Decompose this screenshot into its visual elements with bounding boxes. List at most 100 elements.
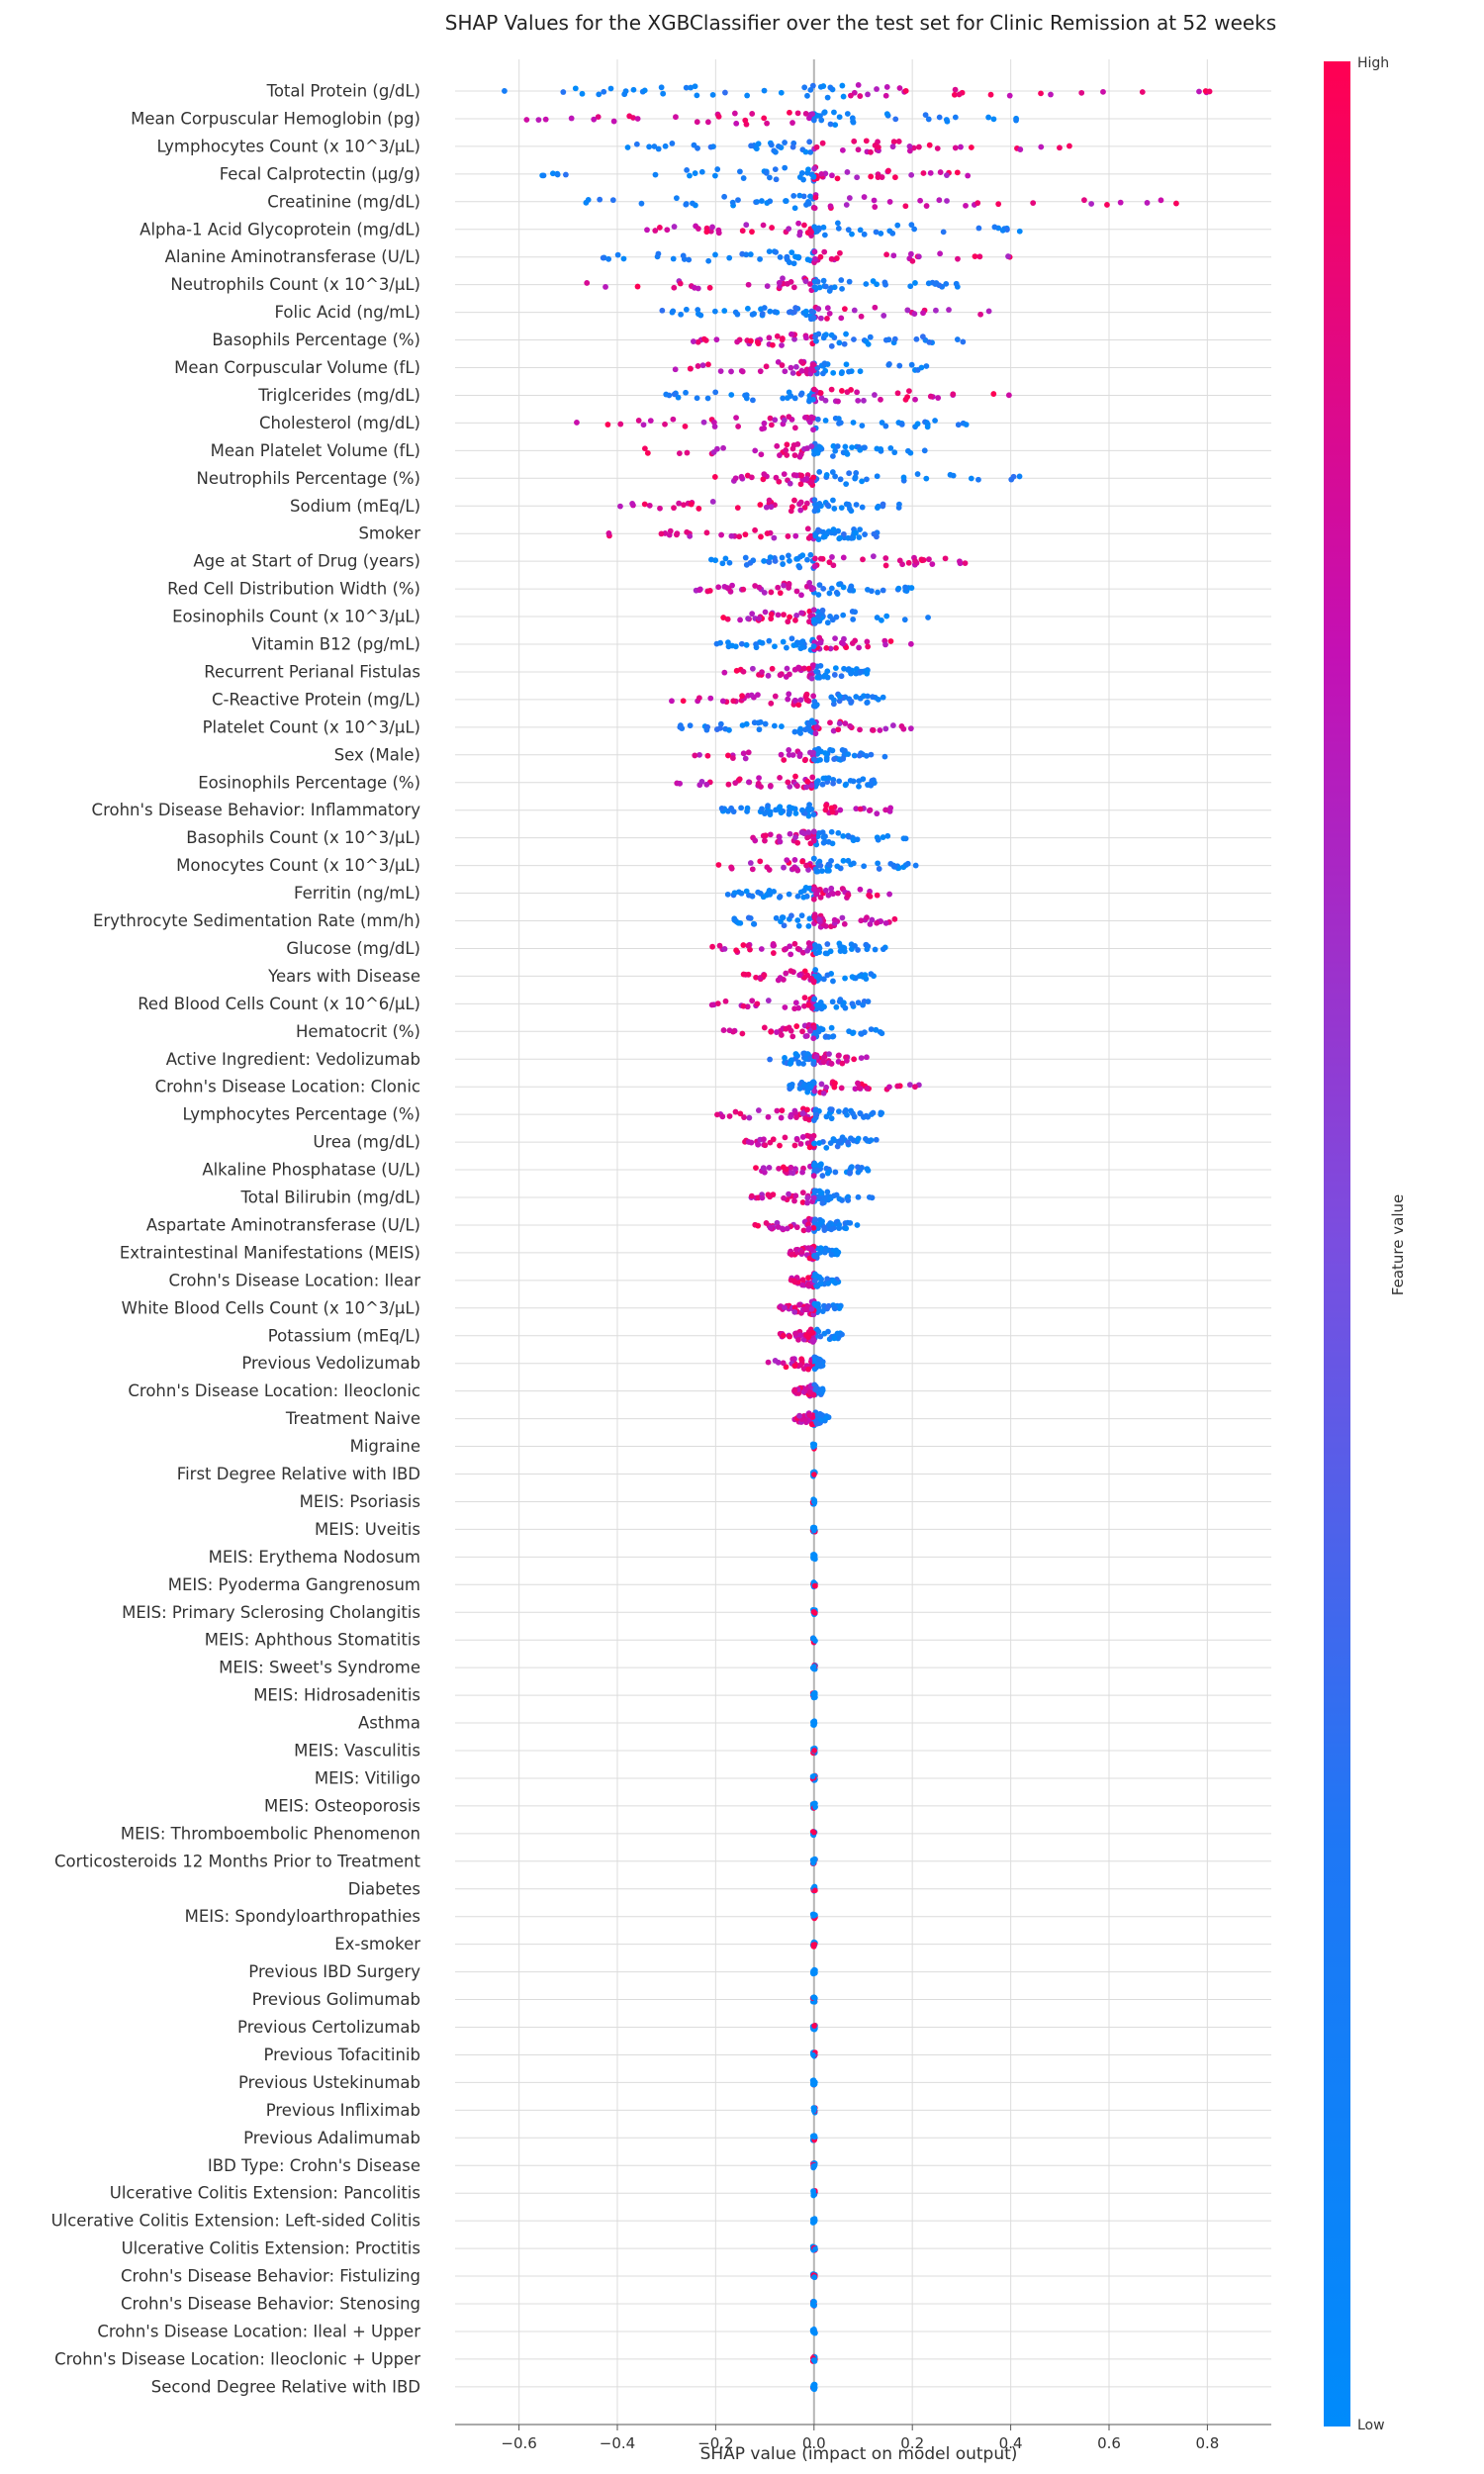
shap-point — [787, 671, 792, 678]
feature-label: Previous Tofacitinib — [264, 2046, 421, 2064]
shap-point — [900, 474, 907, 481]
shap-point — [767, 554, 774, 561]
shap-point — [600, 254, 606, 261]
shap-point — [808, 443, 815, 449]
shap-point — [817, 1281, 824, 1287]
shap-point — [821, 1249, 828, 1256]
shap-point — [843, 1225, 850, 1232]
shap-point — [810, 1173, 817, 1180]
shap-point — [954, 169, 961, 176]
shap-point — [797, 730, 803, 736]
shap-point — [745, 1139, 752, 1145]
shap-point — [811, 165, 818, 172]
shap-point — [875, 143, 881, 150]
shap-point — [950, 472, 957, 479]
shap-point — [809, 1773, 816, 1779]
shap-point — [841, 340, 848, 347]
shap-point — [799, 1189, 806, 1196]
shap-point — [802, 148, 809, 155]
shap-point — [804, 1199, 810, 1206]
shap-point — [768, 611, 775, 618]
shap-point — [779, 554, 786, 561]
shap-point — [655, 145, 662, 152]
shap-point — [953, 280, 960, 287]
shap-point — [845, 227, 852, 234]
shap-point — [843, 481, 850, 488]
shap-point — [868, 751, 875, 758]
shap-point — [838, 673, 845, 680]
shap-point — [854, 1222, 861, 1228]
shap-point — [785, 533, 791, 539]
shap-point — [724, 891, 731, 898]
shap-point — [721, 945, 728, 952]
shap-point — [811, 2133, 818, 2140]
shap-point — [987, 91, 994, 98]
shap-point — [700, 419, 707, 426]
shap-point — [999, 227, 1006, 234]
shap-point — [990, 391, 997, 397]
shap-point — [843, 1107, 849, 1113]
shap-point — [722, 89, 728, 96]
shap-point — [714, 166, 721, 172]
shap-point — [805, 1225, 812, 1232]
shap-point — [800, 176, 806, 183]
shap-point — [785, 696, 791, 703]
shap-point — [704, 395, 711, 402]
colorbar-low-label: Low — [1357, 2418, 1385, 2433]
shap-point — [835, 890, 841, 897]
shap-point — [828, 1106, 835, 1113]
shap-point — [812, 1969, 818, 1976]
shap-point — [809, 1441, 816, 1448]
shap-point — [792, 698, 799, 704]
shap-point — [770, 942, 777, 949]
shap-point — [790, 642, 797, 649]
shap-point — [821, 1003, 827, 1010]
shap-point — [805, 665, 812, 672]
feature-label: Basophils Count (x 10^3/μL) — [186, 828, 420, 847]
shap-point — [709, 91, 716, 98]
shap-point — [762, 1142, 769, 1149]
shap-point — [756, 616, 763, 621]
shap-point — [870, 694, 876, 701]
shap-point — [787, 109, 792, 116]
shap-point — [836, 1195, 843, 1202]
shap-point — [799, 1110, 806, 1117]
shap-point — [817, 1162, 823, 1169]
shap-point — [683, 389, 689, 396]
shap-point — [815, 973, 822, 980]
shap-point — [895, 585, 902, 592]
shap-point — [909, 257, 916, 264]
shap-point — [715, 862, 722, 868]
feature-label: Glucose (mg/dL) — [286, 939, 420, 958]
shap-point — [958, 143, 964, 150]
feature-label: Previous IBD Surgery — [248, 1962, 420, 1981]
shap-point — [808, 782, 815, 789]
shap-point — [834, 443, 841, 449]
shap-point — [830, 727, 837, 734]
shap-point — [601, 88, 607, 95]
shap-point — [821, 248, 828, 255]
shap-point — [759, 198, 765, 204]
shap-point — [833, 255, 840, 261]
shap-point — [851, 752, 858, 759]
shap-point — [742, 755, 749, 762]
shap-point — [783, 946, 789, 952]
shap-point — [908, 361, 915, 368]
shap-point — [927, 169, 934, 176]
shap-point — [739, 1030, 746, 1037]
shap-point — [760, 1165, 767, 1172]
shap-point — [846, 1170, 853, 1177]
shap-point — [864, 914, 870, 921]
shap-point — [562, 171, 569, 178]
shap-point — [607, 85, 614, 92]
shap-point — [823, 803, 829, 809]
shap-point — [720, 615, 727, 620]
shap-point — [873, 229, 880, 236]
shap-point — [767, 1224, 774, 1231]
shap-point — [816, 916, 822, 923]
shap-point — [715, 584, 722, 591]
shap-point — [837, 997, 844, 1002]
shap-point — [794, 893, 801, 900]
shap-point — [692, 170, 698, 176]
shap-point — [828, 1226, 835, 1233]
